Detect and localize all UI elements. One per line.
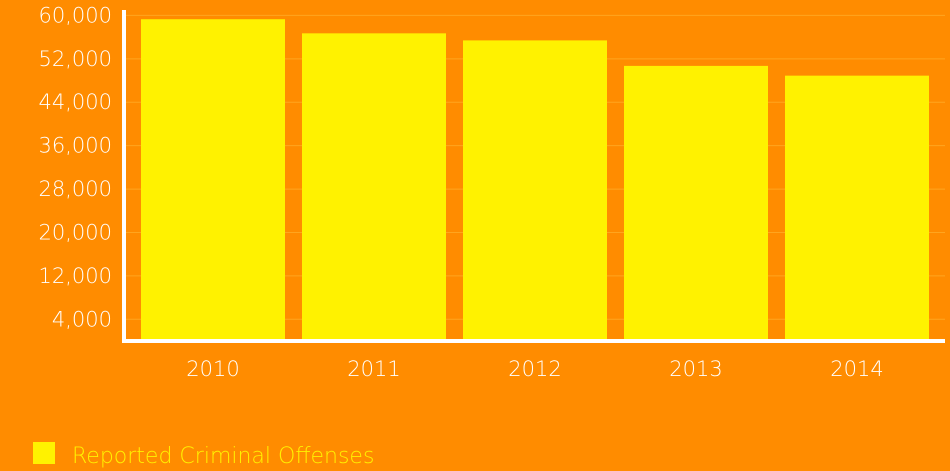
bar[interactable] [785, 75, 929, 341]
y-tick-label: 52,000 [39, 47, 112, 71]
bars [141, 19, 929, 342]
y-tick-label: 36,000 [39, 134, 112, 158]
x-tick-label: 2014 [830, 357, 883, 381]
y-tick-label: 28,000 [39, 177, 112, 201]
x-tick-label: 2010 [186, 357, 239, 381]
y-tick-label: 20,000 [39, 220, 112, 244]
bar[interactable] [302, 33, 446, 341]
bar[interactable] [624, 65, 768, 341]
legend-label: Reported Criminal Offenses [72, 444, 374, 469]
y-tick-label: 44,000 [39, 90, 112, 114]
bar[interactable] [463, 40, 607, 341]
x-tick-label: 2012 [508, 357, 561, 381]
legend-swatch [33, 442, 55, 464]
x-tick-label: 2011 [347, 357, 400, 381]
y-tick-label: 12,000 [39, 264, 112, 288]
x-axis-ticks: 2010 2011 2012 2013 2014 [186, 357, 883, 381]
x-tick-label: 2013 [669, 357, 722, 381]
legend[interactable]: Reported Criminal Offenses [33, 442, 374, 469]
y-axis-ticks: 4,000 12,000 20,000 28,000 36,000 44,000… [39, 3, 112, 331]
y-tick-label: 4,000 [52, 307, 112, 331]
bar[interactable] [141, 19, 285, 342]
y-tick-label: 60,000 [39, 3, 112, 27]
